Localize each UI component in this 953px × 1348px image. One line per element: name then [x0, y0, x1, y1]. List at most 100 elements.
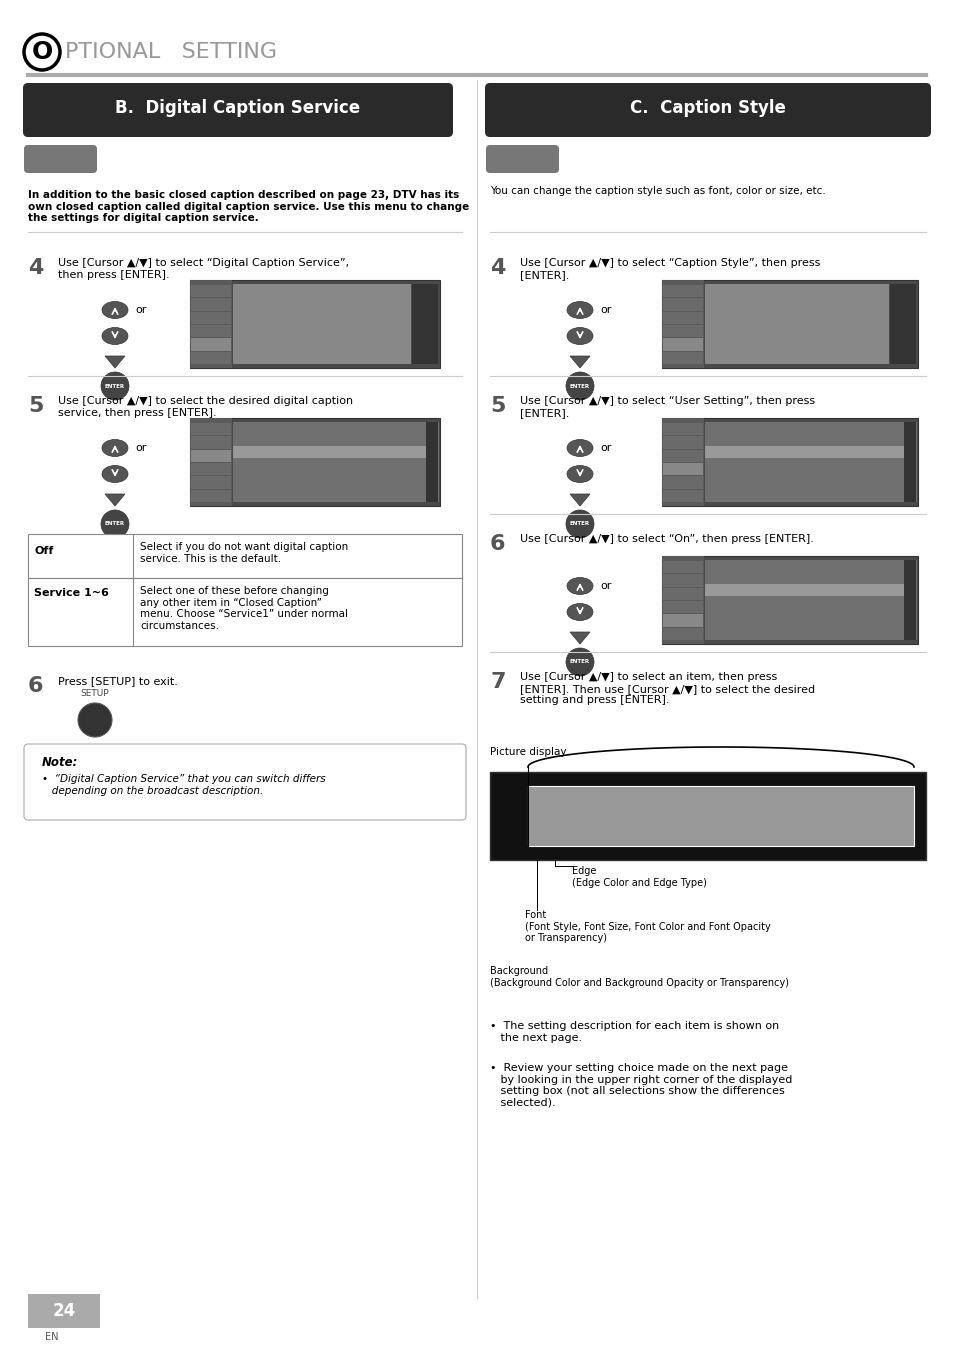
- FancyBboxPatch shape: [484, 84, 930, 137]
- Bar: [662, 338, 702, 350]
- Polygon shape: [105, 493, 125, 506]
- Text: Use [Cursor ▲/▼] to select “On”, then press [ENTER].: Use [Cursor ▲/▼] to select “On”, then pr…: [519, 534, 813, 545]
- Bar: [661, 555, 703, 644]
- Text: Picture display: Picture display: [490, 747, 566, 758]
- Ellipse shape: [566, 302, 593, 318]
- Bar: [662, 476, 702, 489]
- Ellipse shape: [102, 302, 128, 318]
- Text: ENTER: ENTER: [105, 522, 125, 527]
- Text: C.  Caption Style: C. Caption Style: [629, 98, 785, 117]
- Bar: [191, 298, 231, 310]
- Bar: [662, 462, 702, 476]
- Bar: [661, 418, 917, 506]
- Bar: [661, 280, 917, 368]
- Text: 5: 5: [28, 396, 43, 417]
- Text: ENTER: ENTER: [105, 383, 125, 388]
- Bar: [190, 418, 439, 506]
- Ellipse shape: [566, 328, 593, 345]
- Bar: [662, 489, 702, 501]
- Text: Use [Cursor ▲/▼] to select “Caption Style”, then press
[ENTER].: Use [Cursor ▲/▼] to select “Caption Styl…: [519, 257, 820, 279]
- Text: or: or: [599, 581, 611, 590]
- Bar: [191, 338, 231, 350]
- Bar: [704, 559, 916, 640]
- FancyBboxPatch shape: [24, 146, 97, 173]
- Text: You can change the caption style such as font, color or size, etc.: You can change the caption style such as…: [490, 186, 825, 195]
- Bar: [662, 423, 702, 435]
- Text: Use [Cursor ▲/▼] to select “Digital Caption Service”,
then press [ENTER].: Use [Cursor ▲/▼] to select “Digital Capt…: [58, 257, 349, 279]
- Text: •  Review your setting choice made on the next page
   by looking in the upper r: • Review your setting choice made on the…: [490, 1064, 792, 1108]
- Bar: [889, 284, 915, 364]
- Bar: [662, 284, 702, 298]
- Bar: [662, 450, 702, 462]
- Text: Use [Cursor ▲/▼] to select an item, then press
[ENTER]. Then use [Cursor ▲/▼] to: Use [Cursor ▲/▼] to select an item, then…: [519, 673, 814, 705]
- Bar: [191, 450, 231, 462]
- Bar: [662, 311, 702, 324]
- Bar: [662, 615, 702, 627]
- Bar: [662, 588, 702, 600]
- Bar: [28, 578, 461, 646]
- Text: 4: 4: [28, 257, 43, 278]
- Polygon shape: [569, 632, 589, 644]
- Ellipse shape: [102, 465, 128, 483]
- Bar: [28, 1294, 100, 1328]
- Bar: [661, 280, 703, 368]
- Bar: [191, 311, 231, 324]
- Text: Press [SETUP] to exit.: Press [SETUP] to exit.: [58, 675, 177, 686]
- Text: •  “Digital Caption Service” that you can switch differs
   depending on the bro: • “Digital Caption Service” that you can…: [42, 774, 325, 795]
- Ellipse shape: [566, 439, 593, 457]
- Text: 24: 24: [52, 1302, 75, 1320]
- Text: 6: 6: [28, 675, 44, 696]
- Bar: [661, 418, 703, 506]
- Bar: [527, 786, 913, 847]
- Bar: [704, 446, 903, 457]
- Bar: [191, 462, 231, 476]
- Bar: [191, 437, 231, 449]
- Circle shape: [565, 648, 594, 675]
- FancyBboxPatch shape: [24, 744, 465, 820]
- Bar: [704, 584, 903, 596]
- Bar: [191, 476, 231, 489]
- Bar: [662, 601, 702, 613]
- Text: Use [Cursor ▲/▼] to select “User Setting”, then press
[ENTER].: Use [Cursor ▲/▼] to select “User Setting…: [519, 396, 814, 418]
- Polygon shape: [105, 356, 125, 368]
- Text: SETUP: SETUP: [81, 689, 110, 698]
- FancyBboxPatch shape: [485, 146, 558, 173]
- Bar: [233, 422, 438, 501]
- Text: 4: 4: [490, 257, 505, 278]
- Text: or: or: [135, 305, 146, 315]
- Text: or: or: [599, 443, 611, 453]
- Bar: [190, 280, 439, 368]
- Text: PTIONAL   SETTING: PTIONAL SETTING: [65, 42, 276, 62]
- Text: Edge
(Edge Color and Edge Type): Edge (Edge Color and Edge Type): [572, 865, 706, 887]
- Bar: [903, 422, 915, 501]
- Text: ENTER: ENTER: [569, 383, 590, 388]
- Circle shape: [565, 372, 594, 400]
- Bar: [190, 280, 232, 368]
- Bar: [233, 284, 411, 364]
- Text: Off: Off: [34, 546, 53, 555]
- Bar: [903, 559, 915, 640]
- Bar: [490, 772, 925, 860]
- Polygon shape: [569, 493, 589, 506]
- Text: or: or: [135, 443, 146, 453]
- Text: In addition to the basic closed caption described on page 23, DTV has its
own cl: In addition to the basic closed caption …: [28, 190, 469, 224]
- Bar: [426, 422, 437, 501]
- Polygon shape: [569, 356, 589, 368]
- Bar: [412, 284, 437, 364]
- Text: Font
(Font Style, Font Size, Font Color and Font Opacity
or Transparency): Font (Font Style, Font Size, Font Color …: [524, 910, 770, 944]
- Text: Service 1~6: Service 1~6: [34, 588, 109, 599]
- Text: 6: 6: [490, 534, 505, 554]
- Bar: [662, 437, 702, 449]
- Text: Select one of these before changing
any other item in “Closed Caption”
menu. Cho: Select one of these before changing any …: [140, 586, 348, 631]
- Text: EN: EN: [45, 1332, 59, 1343]
- Bar: [191, 489, 231, 501]
- Ellipse shape: [566, 465, 593, 483]
- Text: B.  Digital Caption Service: B. Digital Caption Service: [115, 98, 360, 117]
- Bar: [662, 628, 702, 640]
- Ellipse shape: [102, 328, 128, 345]
- Text: or: or: [599, 305, 611, 315]
- Circle shape: [101, 372, 129, 400]
- Text: Select if you do not want digital caption
service. This is the default.: Select if you do not want digital captio…: [140, 542, 348, 563]
- Ellipse shape: [102, 439, 128, 457]
- Text: O: O: [31, 40, 52, 63]
